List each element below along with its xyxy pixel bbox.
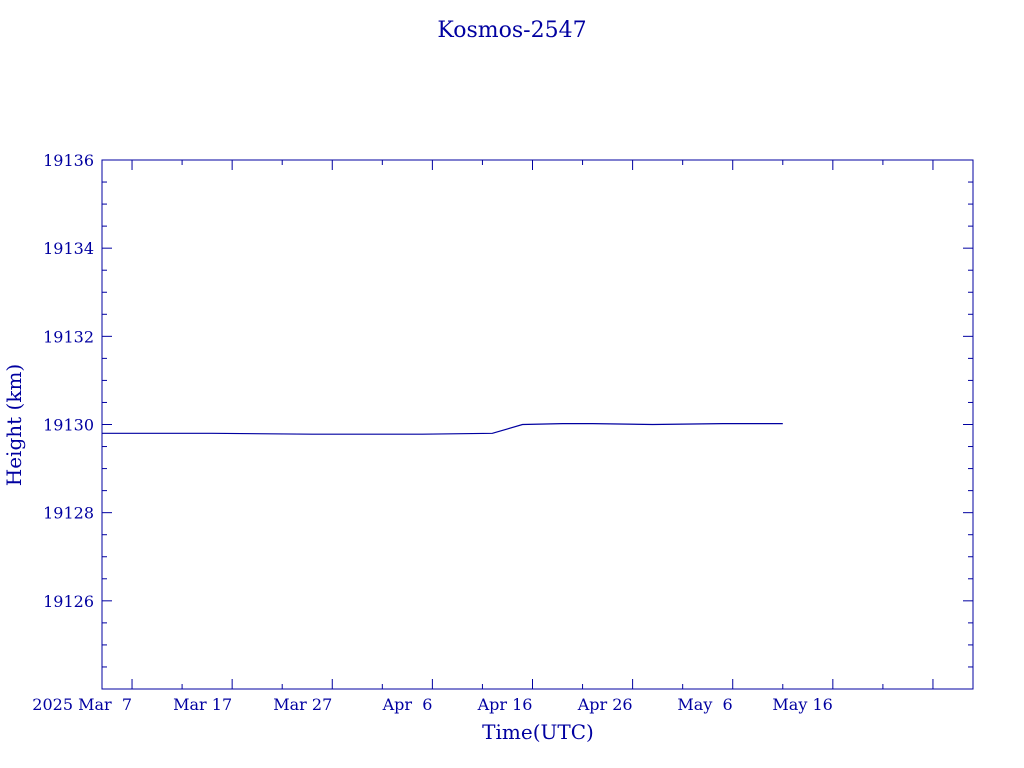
y-tick-label: 19126: [43, 592, 94, 611]
x-tick-label: Apr 26: [577, 695, 633, 714]
x-axis: 2025 Mar 7 Mar 17 Mar 27 Apr 6 Apr 16 Apr 26 M…: [32, 160, 934, 714]
x-tick-label: Apr 16: [477, 695, 533, 714]
x-tick-label: Apr 6: [382, 695, 433, 714]
x-tick-label: May 16: [772, 695, 832, 714]
series-group: [102, 423, 783, 435]
x-tick-label: May 6: [677, 695, 732, 714]
y-tick-label: 19134: [43, 239, 94, 258]
y-tick-label: 19136: [43, 151, 94, 170]
y-axis: 19126 19128 19130 19132 19134 19136: [43, 151, 973, 690]
x-tick-label: Mar 17: [173, 695, 232, 714]
y-tick-label: 19130: [43, 416, 94, 435]
series-line: [102, 423, 783, 435]
x-tick-label: Mar 27: [273, 695, 332, 714]
y-axis-label: Height (km): [2, 364, 26, 486]
y-tick-label: 19132: [43, 327, 94, 346]
chart-title: Kosmos-2547: [437, 18, 586, 43]
y-tick-label: 19128: [43, 504, 94, 523]
x-axis-label: Time(UTC): [482, 720, 594, 744]
x-tick-label: 2025 Mar 7: [32, 695, 132, 714]
